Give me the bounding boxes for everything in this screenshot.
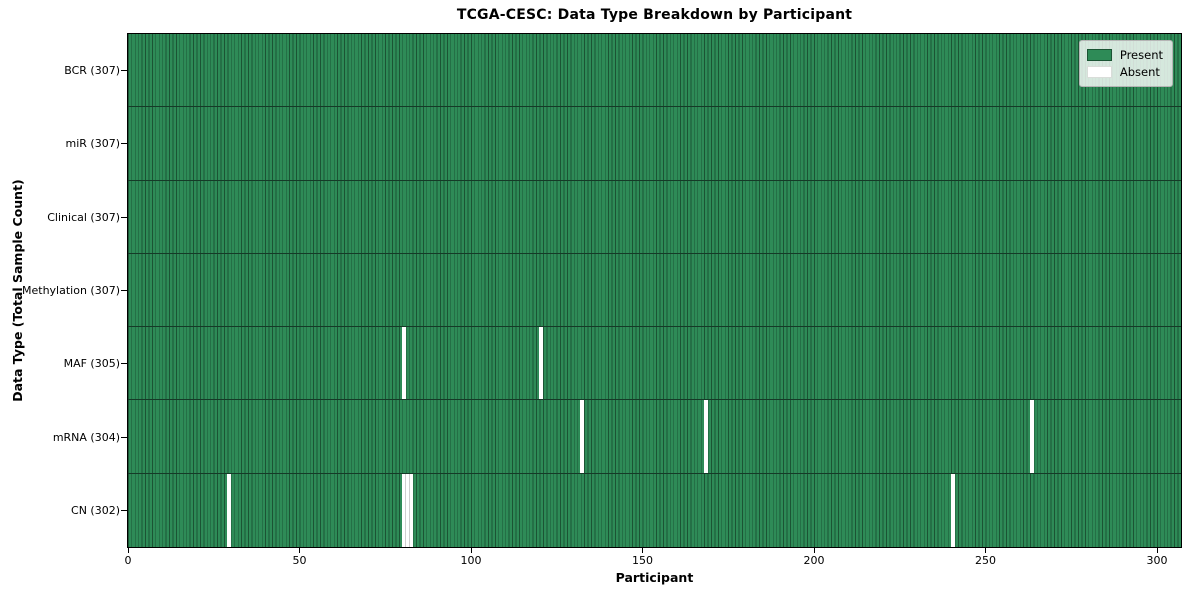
x-tick-mark [985,548,987,553]
absent-cell-maf-80 [402,327,407,400]
heatmap-row-cn [128,473,1181,547]
y-tick-label-methylation: Methylation (307) [22,284,120,297]
absent-cell-mrna-132 [580,400,585,473]
y-tick-label-maf: MAF (305) [63,357,120,371]
heatmap-row-mir [128,107,1181,181]
absent-swatch [1086,66,1112,78]
x-tick-label: 250 [974,554,996,567]
legend: Present Absent [1078,40,1173,87]
x-tick-mark [1156,548,1158,553]
absent-cell-cn-240 [950,473,955,547]
x-tick-label: 150 [631,554,653,567]
y-tick-mark [121,216,127,218]
y-tick-label-mir: miR (307) [65,137,121,151]
legend-label-absent: Absent [1119,65,1160,79]
legend-label-present: Present [1119,48,1163,62]
y-tick-mark [121,70,127,72]
absent-cell-cn-29 [227,473,232,547]
heatmap-row-clinical [128,180,1181,254]
x-axis-title: Participant [615,570,694,585]
heatmap-row-mrna [128,400,1181,474]
absent-cell-mrna-168 [703,400,708,473]
absent-cell-maf-120 [539,327,544,400]
present-swatch [1086,49,1112,61]
x-tick-label: 0 [124,554,132,567]
x-tick-mark [299,548,301,553]
absent-cell-cn-80 [402,473,413,547]
absent-cell-mrna-263 [1029,400,1034,473]
x-tick-mark [813,548,815,553]
x-tick-mark [470,548,472,553]
y-tick-mark [121,363,127,365]
y-tick-mark [121,436,127,438]
x-tick-label: 100 [460,554,482,567]
chart-title: TCGA-CESC: Data Type Breakdown by Partic… [456,7,853,23]
absent-cell-edge [408,473,410,547]
heatmap-row-maf [128,327,1181,401]
plot-area [128,34,1181,547]
legend-item-absent: Absent [1086,64,1163,80]
x-tick-mark [128,548,129,553]
heatmap-row-bcr [128,34,1181,108]
y-tick-mark [121,509,127,511]
y-tick-mark [121,290,127,291]
heatmap-row-methylation [128,253,1181,328]
y-tick-mark [121,143,127,145]
x-tick-mark [642,548,644,553]
y-tick-label-mrna: mRNA (304) [52,430,120,444]
x-tick-label: 50 [292,554,307,567]
x-tick-label: 200 [803,554,825,567]
y-tick-label-bcr: BCR (307) [64,64,120,78]
y-tick-label-clinical: Clinical (307) [47,210,120,224]
x-tick-label: 300 [1146,554,1168,567]
legend-item-present: Present [1086,47,1163,63]
y-tick-label-cn: CN (302) [71,503,120,517]
absent-cell-edge [405,473,407,547]
